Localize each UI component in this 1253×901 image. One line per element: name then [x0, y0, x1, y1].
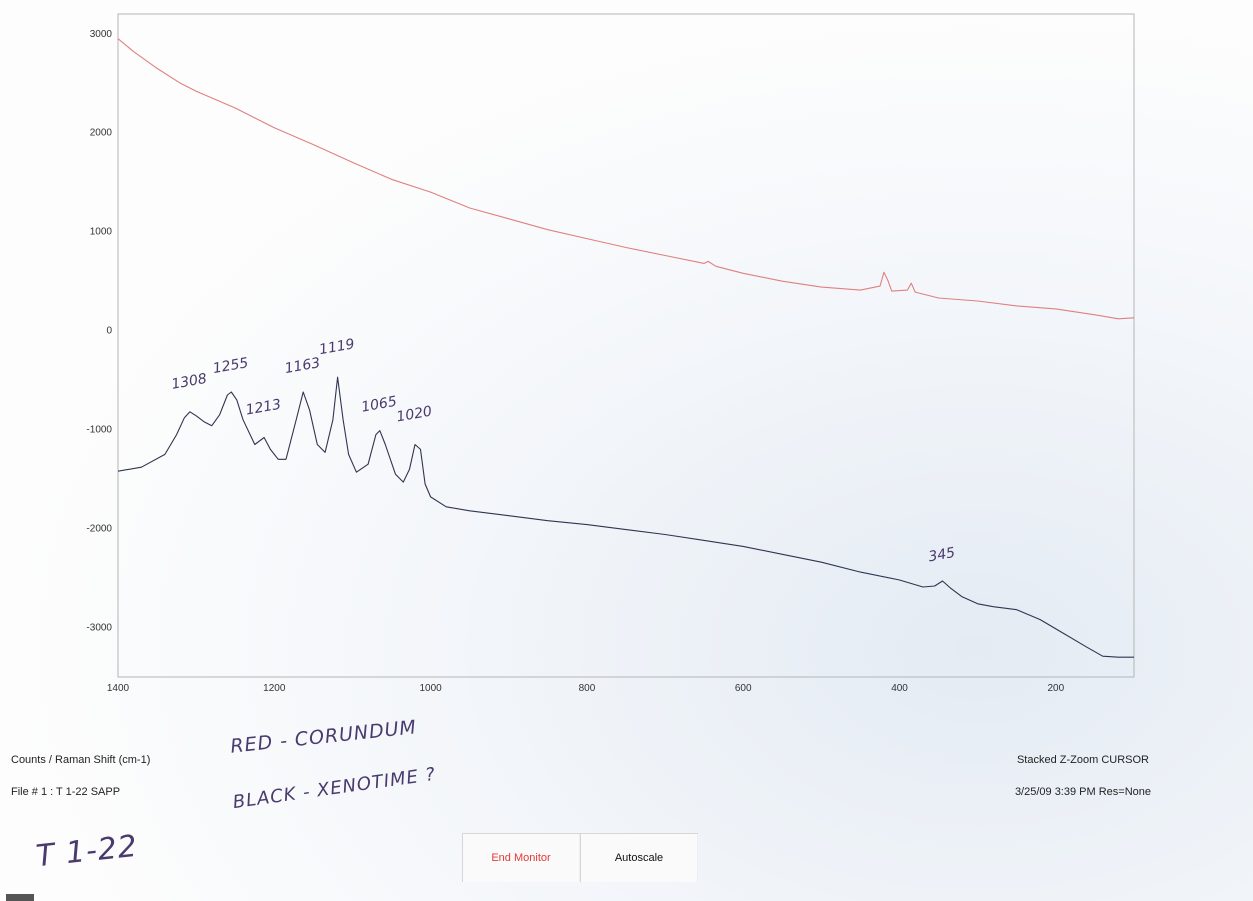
- y-tick-label: -1000: [86, 425, 112, 436]
- y-tick-label: 0: [106, 326, 112, 337]
- axis-units-label: Counts / Raman Shift (cm-1): [11, 754, 151, 766]
- x-tick-label: 1400: [107, 683, 130, 694]
- peak-annotation-label: 1255: [212, 355, 250, 377]
- mode-label: Stacked Z-Zoom CURSOR: [1016, 754, 1149, 766]
- peak-annotation-label: 1020: [395, 404, 433, 426]
- x-tick-label: 200: [1048, 683, 1065, 694]
- scan-edge-mark: [6, 894, 34, 901]
- y-tick-label: -3000: [86, 623, 112, 634]
- y-axis-ticks: 3000 2000 1000 0 -1000 -2000 -3000: [86, 29, 112, 634]
- y-tick-label: 3000: [90, 29, 113, 40]
- peak-annotation-label: 1065: [360, 394, 398, 416]
- y-tick-label: 2000: [90, 128, 113, 139]
- peak-annotation-label: 1213: [245, 397, 283, 419]
- autoscale-button[interactable]: Autoscale: [580, 834, 698, 882]
- y-tick-label: -2000: [86, 524, 112, 535]
- plot-frame: [117, 13, 1135, 678]
- peak-annotation-label: 1119: [318, 336, 356, 358]
- x-tick-label: 1200: [263, 683, 286, 694]
- x-tick-label: 800: [579, 683, 596, 694]
- x-tick-label: 600: [735, 683, 752, 694]
- x-axis-ticks: 1400 1200 1000 800 600 400 200: [107, 683, 1065, 694]
- end-monitor-button[interactable]: End Monitor: [462, 834, 580, 882]
- button-bar: End Monitor Autoscale: [462, 833, 698, 882]
- red-series-line: [117, 38, 1135, 320]
- x-tick-label: 1000: [419, 683, 442, 694]
- peak-annotation-label: 345: [927, 545, 956, 565]
- y-tick-label: 1000: [90, 227, 113, 238]
- black-series-line: [117, 376, 1134, 658]
- peak-annotation-label: 1308: [170, 371, 208, 393]
- timestamp-label: 3/25/09 3:39 PM Res=None: [1014, 786, 1151, 798]
- peak-annotation-label: 1163: [284, 355, 322, 377]
- series-layer: [117, 38, 1135, 658]
- x-tick-label: 400: [891, 683, 908, 694]
- file-label: File # 1 : T 1-22 SAPP: [11, 786, 121, 798]
